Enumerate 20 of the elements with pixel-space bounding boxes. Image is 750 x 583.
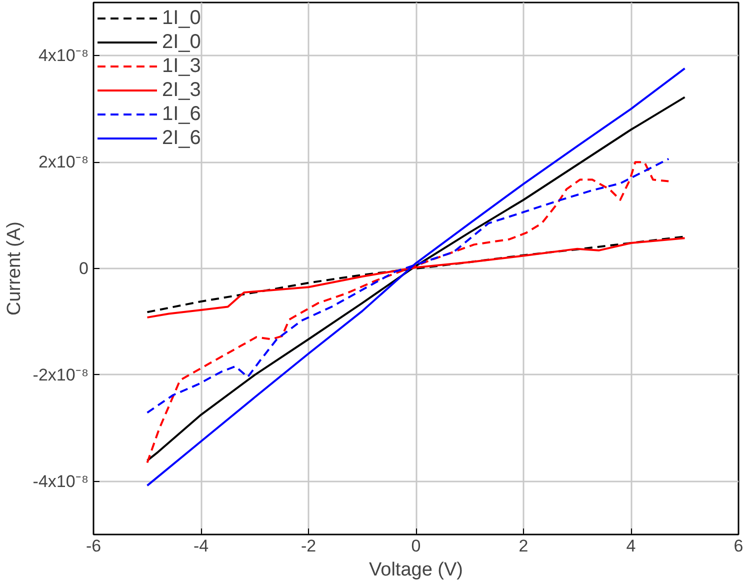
x-tick-label: 0 <box>411 536 421 556</box>
x-tick-label: -2 <box>300 536 316 556</box>
x-tick-label: -4 <box>193 536 209 556</box>
x-axis-title: Voltage (V) <box>369 560 463 580</box>
y-axis-title: Current (A) <box>4 222 25 316</box>
y-tick-label: -4x10⁻⁸ <box>32 472 89 491</box>
legend-label: 2I_0 <box>162 30 201 54</box>
legend-label: 2I_3 <box>162 78 201 102</box>
y-tick-label: -2x10⁻⁸ <box>32 365 89 384</box>
legend-label: 1I_6 <box>162 102 201 126</box>
legend-label: 2I_6 <box>162 126 201 150</box>
x-tick-label: 4 <box>626 536 636 556</box>
legend-label: 1I_3 <box>162 54 201 78</box>
x-tick-label: 6 <box>734 536 744 556</box>
x-tick-label: -6 <box>86 536 102 556</box>
y-tick-label: 4x10⁻⁸ <box>38 46 89 66</box>
legend-label: 1I_0 <box>162 6 201 30</box>
y-tick-label: 2x10⁻⁸ <box>38 152 89 172</box>
x-tick-label: 2 <box>518 536 528 556</box>
y-tick-label: 0 <box>79 259 89 278</box>
